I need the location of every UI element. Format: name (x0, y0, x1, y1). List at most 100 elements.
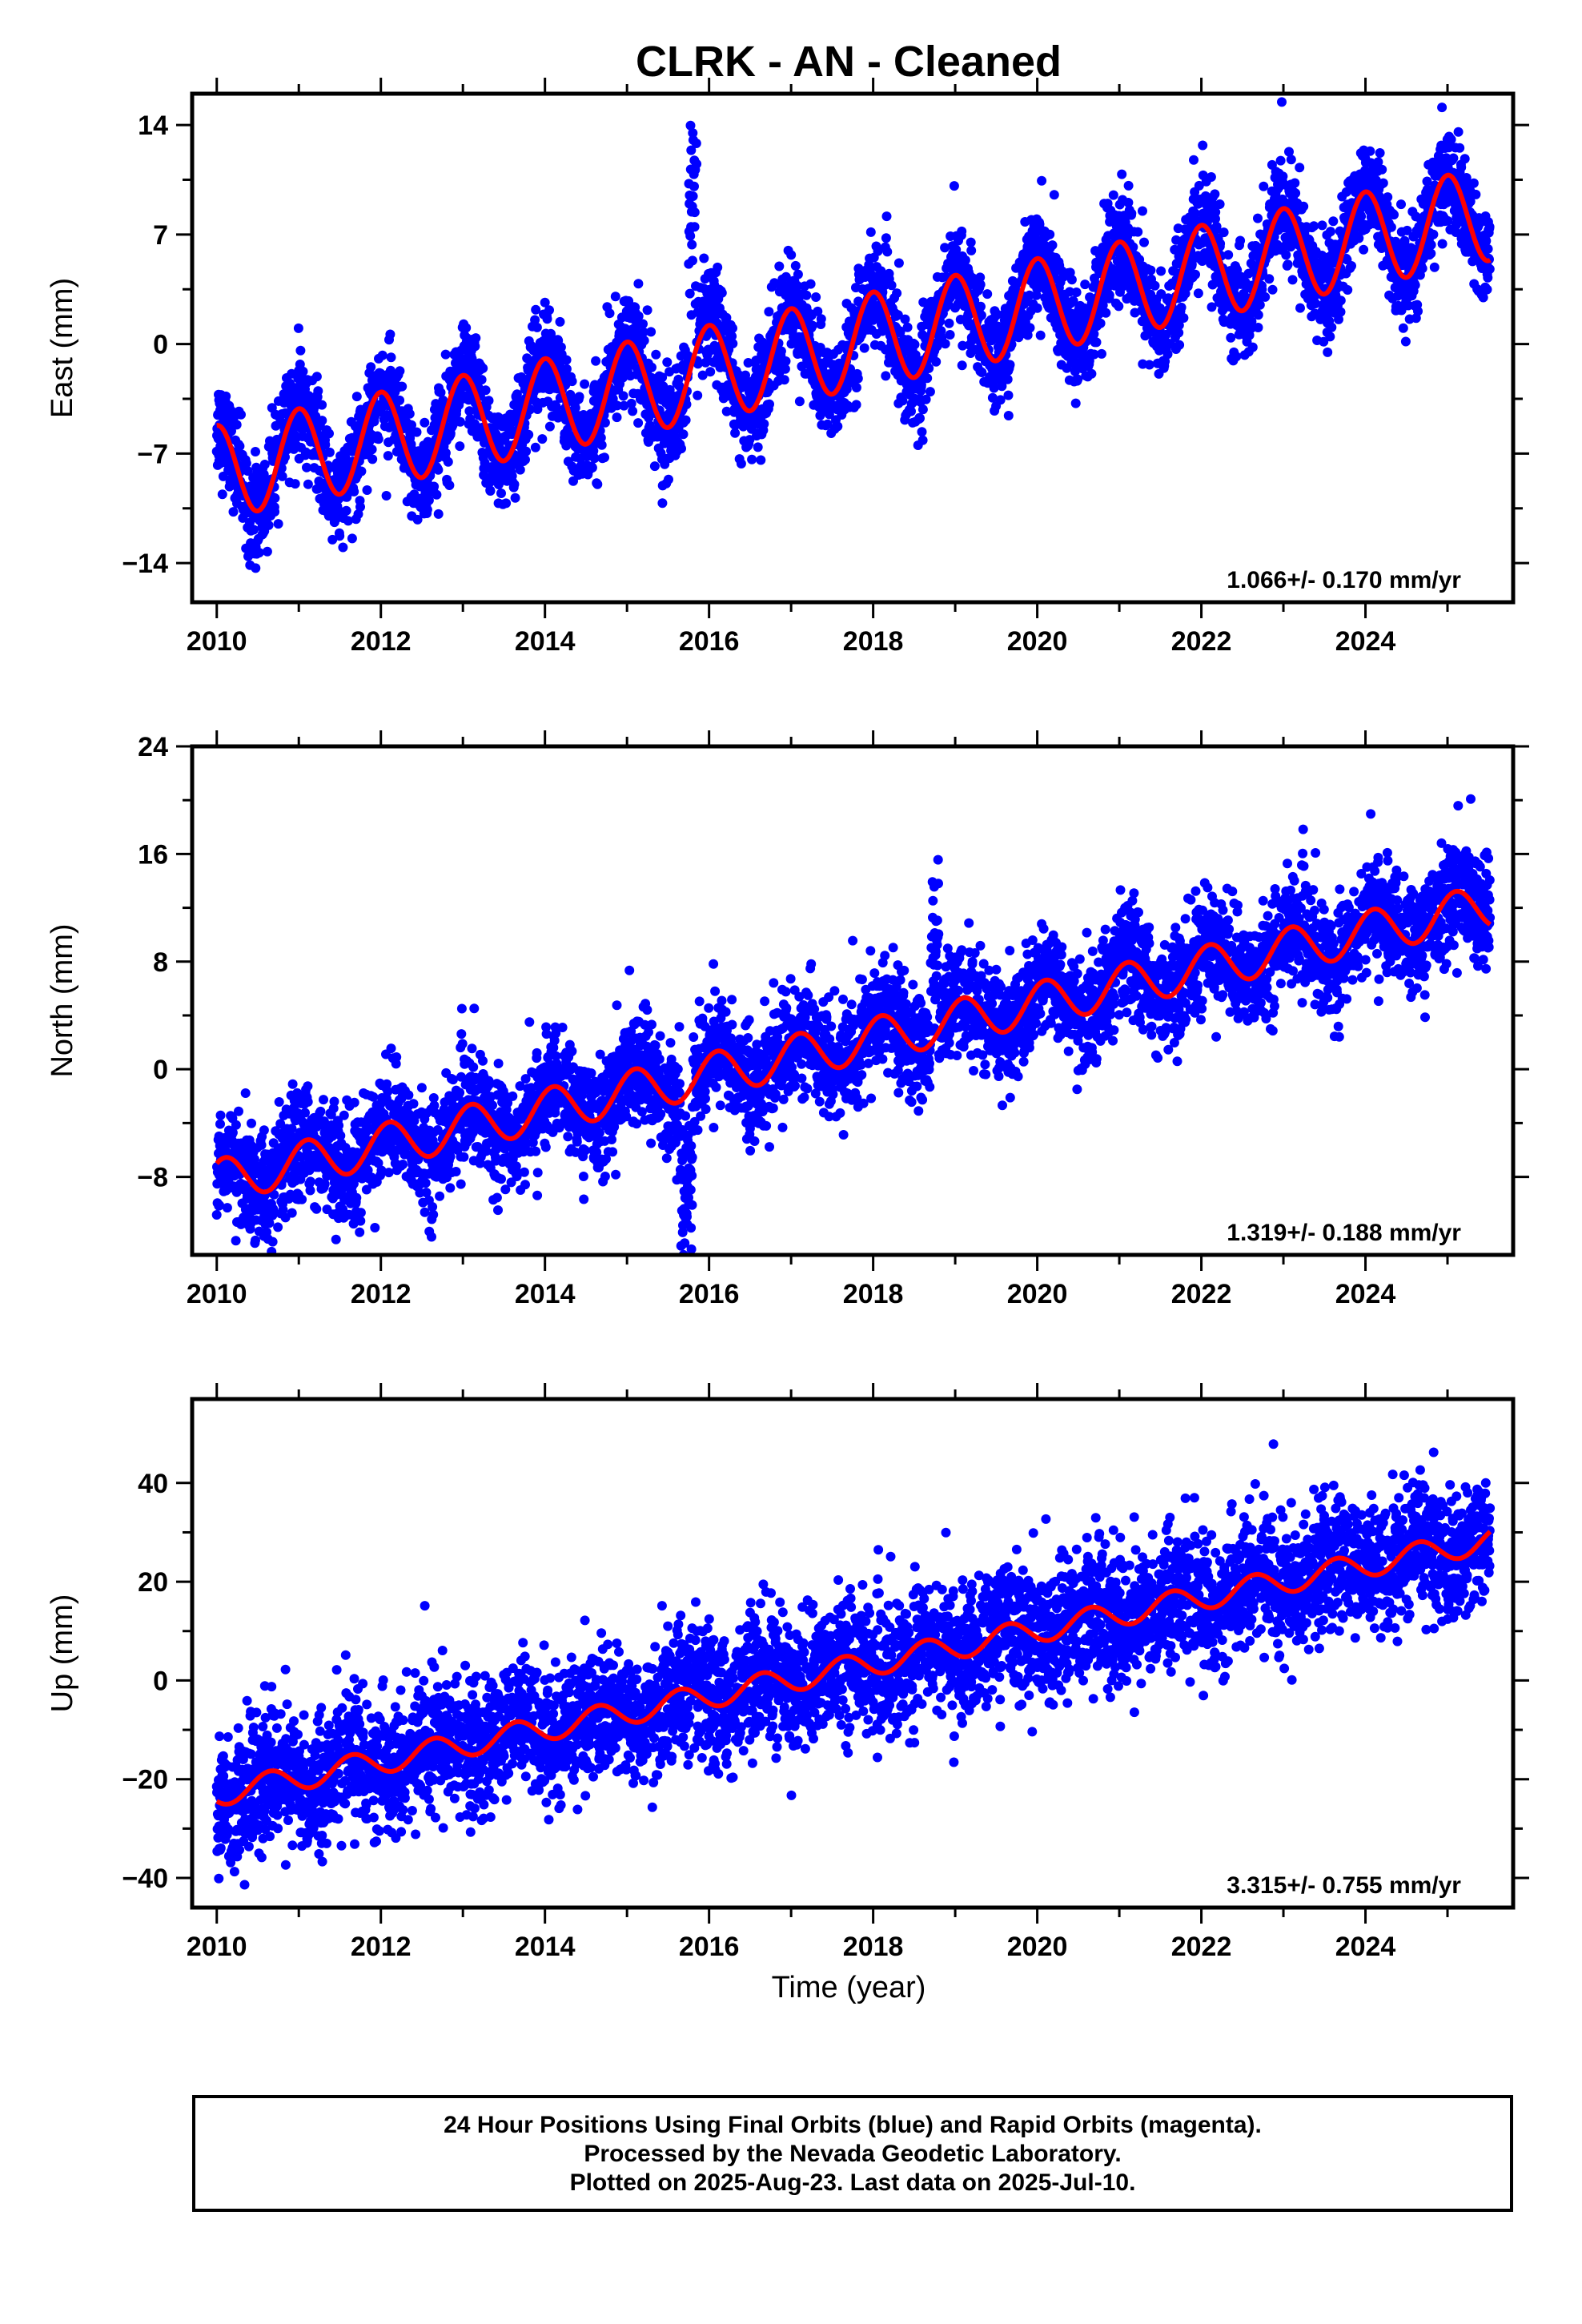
data-point (1287, 275, 1298, 285)
data-point (383, 451, 393, 461)
data-point (851, 383, 861, 392)
data-point (1003, 390, 1014, 400)
data-point (432, 489, 442, 500)
data-point (407, 420, 416, 430)
data-point (705, 367, 716, 377)
data-point (1162, 349, 1173, 360)
data-point (781, 356, 791, 366)
data-point (1126, 208, 1137, 219)
data-point (966, 245, 977, 255)
data-point (881, 371, 891, 381)
data-point (349, 486, 359, 497)
data-point (892, 288, 902, 299)
data-point (228, 507, 239, 517)
data-point (433, 509, 444, 519)
data-point (1426, 248, 1436, 259)
data-point (1448, 153, 1459, 163)
data-point (236, 409, 246, 420)
data-point (747, 454, 757, 464)
data-point (525, 404, 536, 415)
data-point (412, 514, 423, 525)
data-point (1049, 190, 1059, 200)
data-point (931, 356, 942, 367)
data-point (893, 258, 904, 268)
data-point (251, 447, 260, 456)
data-point (480, 457, 490, 468)
data-point (311, 372, 322, 382)
data-point (976, 301, 986, 312)
data-point (1080, 279, 1090, 290)
data-point (1291, 188, 1301, 199)
data-point (1410, 280, 1420, 290)
data-point (1005, 360, 1015, 370)
data-point (949, 181, 959, 191)
data-point (1253, 323, 1263, 332)
data-point (1255, 300, 1265, 310)
data-point (395, 366, 405, 376)
data-point (917, 435, 928, 445)
data-point (639, 336, 649, 346)
data-point (540, 297, 550, 308)
data-point (440, 349, 451, 360)
data-point (485, 486, 496, 496)
data-point (633, 418, 644, 428)
data-point (530, 315, 540, 325)
data-point (728, 339, 738, 348)
data-point (254, 548, 264, 558)
data-point (302, 462, 311, 472)
data-point (1189, 155, 1199, 165)
data-point (381, 491, 391, 501)
data-point (327, 534, 338, 545)
data-point (440, 448, 451, 458)
data-point (678, 429, 689, 440)
data-point (542, 314, 552, 324)
data-point (756, 455, 766, 465)
data-point (567, 376, 577, 387)
data-point (433, 464, 444, 475)
data-point (1066, 275, 1077, 285)
data-point (1426, 239, 1436, 250)
data-point (464, 406, 475, 416)
data-point (1025, 323, 1035, 333)
data-point (1114, 301, 1124, 312)
data-point (1453, 127, 1464, 137)
data-point (1437, 239, 1447, 249)
data-point (1086, 368, 1097, 379)
data-point (765, 399, 774, 409)
data-point (1286, 155, 1296, 165)
data-point (1146, 265, 1156, 275)
data-point (1101, 308, 1111, 318)
data-point (604, 308, 615, 319)
data-point (982, 289, 993, 300)
data-point (688, 191, 698, 201)
data-point (925, 387, 935, 397)
data-point (1396, 199, 1406, 210)
data-point (1328, 216, 1339, 227)
data-point (1383, 192, 1393, 203)
data-point (362, 485, 372, 495)
data-point (647, 362, 656, 372)
data-point (1283, 259, 1293, 270)
data-point (886, 280, 897, 291)
data-point (1253, 213, 1263, 223)
data-point (651, 349, 661, 360)
data-point (509, 479, 520, 489)
data-point (966, 237, 976, 247)
data-point (1281, 250, 1291, 260)
data-point (580, 379, 590, 389)
data-point (1443, 215, 1453, 226)
east-panel: 2010 2012 2014 2016 2018 2020 2022 2024−14−7071… (46, 78, 1529, 657)
data-point (881, 233, 891, 243)
data-point (790, 260, 801, 271)
data-point (628, 406, 638, 416)
data-point (356, 466, 367, 476)
data-point (249, 525, 259, 535)
data-point (1375, 148, 1385, 158)
data-point (353, 509, 363, 519)
data-point (689, 222, 700, 232)
data-point (865, 227, 876, 237)
data-point (1223, 250, 1234, 260)
chart-title: CLRK - AN - Cleaned (636, 38, 1062, 86)
data-point (324, 447, 335, 457)
data-point (1365, 146, 1375, 156)
